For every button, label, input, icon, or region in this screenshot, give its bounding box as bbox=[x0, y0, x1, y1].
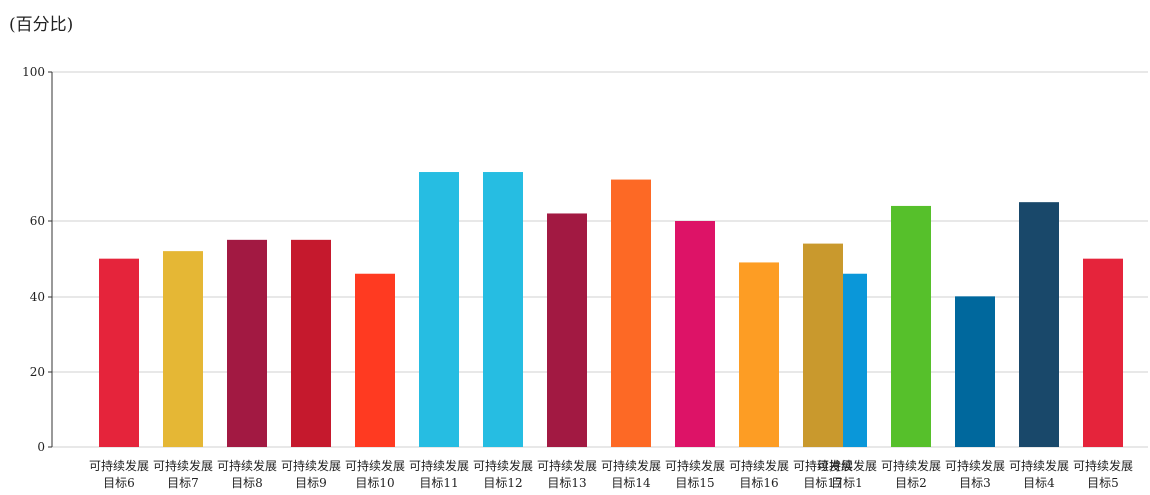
bar-8 bbox=[227, 239, 267, 447]
x-category-label-13: 可持续发展目标13 bbox=[537, 458, 597, 490]
x-category-label-8: 可持续发展目标8 bbox=[217, 458, 277, 490]
bar-11 bbox=[419, 172, 459, 448]
bar-2 bbox=[891, 205, 931, 447]
x-category-label-6: 可持续发展目标6 bbox=[89, 458, 149, 490]
y-tick-label-0: 0 bbox=[37, 440, 45, 454]
x-category-label-7: 可持续发展目标7 bbox=[153, 458, 213, 490]
bar-15 bbox=[675, 221, 715, 447]
y-axis-unit-label: (百分比) bbox=[9, 15, 74, 35]
y-tick-label-60: 60 bbox=[30, 214, 45, 228]
x-category-label-12: 可持续发展目标12 bbox=[473, 458, 533, 490]
x-category-label-17: 可持续发展目标17 bbox=[793, 458, 853, 490]
y-tick-label-20: 20 bbox=[30, 365, 45, 379]
bar-4 bbox=[1019, 202, 1059, 447]
x-category-label-15: 可持续发展目标15 bbox=[665, 458, 725, 490]
bar-17 bbox=[803, 243, 843, 447]
x-category-label-9: 可持续发展目标9 bbox=[281, 458, 341, 490]
bar-12 bbox=[483, 172, 523, 448]
x-category-label-4: 可持续发展目标4 bbox=[1009, 458, 1069, 490]
bar-16 bbox=[739, 262, 779, 447]
bar-7 bbox=[163, 251, 203, 447]
x-axis-labels: 可持续发展目标1可持续发展目标2可持续发展目标3可持续发展目标4可持续发展目标5… bbox=[89, 458, 1133, 490]
y-tick-label-40: 40 bbox=[30, 290, 45, 304]
x-category-label-5: 可持续发展目标5 bbox=[1073, 458, 1133, 490]
x-category-label-10: 可持续发展目标10 bbox=[345, 458, 405, 490]
bar-10 bbox=[355, 273, 395, 447]
x-category-label-3: 可持续发展目标3 bbox=[945, 458, 1005, 490]
x-category-label-11: 可持续发展目标11 bbox=[409, 458, 469, 490]
x-category-label-2: 可持续发展目标2 bbox=[881, 458, 941, 490]
bar-5 bbox=[1083, 258, 1123, 447]
x-category-label-1: 可持续发展目标1 bbox=[817, 458, 877, 490]
bar-9 bbox=[291, 239, 331, 447]
bar-6 bbox=[99, 258, 139, 447]
x-category-label-16: 可持续发展目标16 bbox=[729, 458, 789, 490]
bars bbox=[99, 172, 1123, 448]
y-tick-label-100: 100 bbox=[22, 65, 45, 79]
bar-3 bbox=[955, 296, 995, 447]
x-category-label-14: 可持续发展目标14 bbox=[601, 458, 661, 490]
y-axis: 0 20 40 60 100 bbox=[22, 65, 53, 454]
bar-14 bbox=[611, 179, 651, 448]
bar-13 bbox=[547, 213, 587, 447]
